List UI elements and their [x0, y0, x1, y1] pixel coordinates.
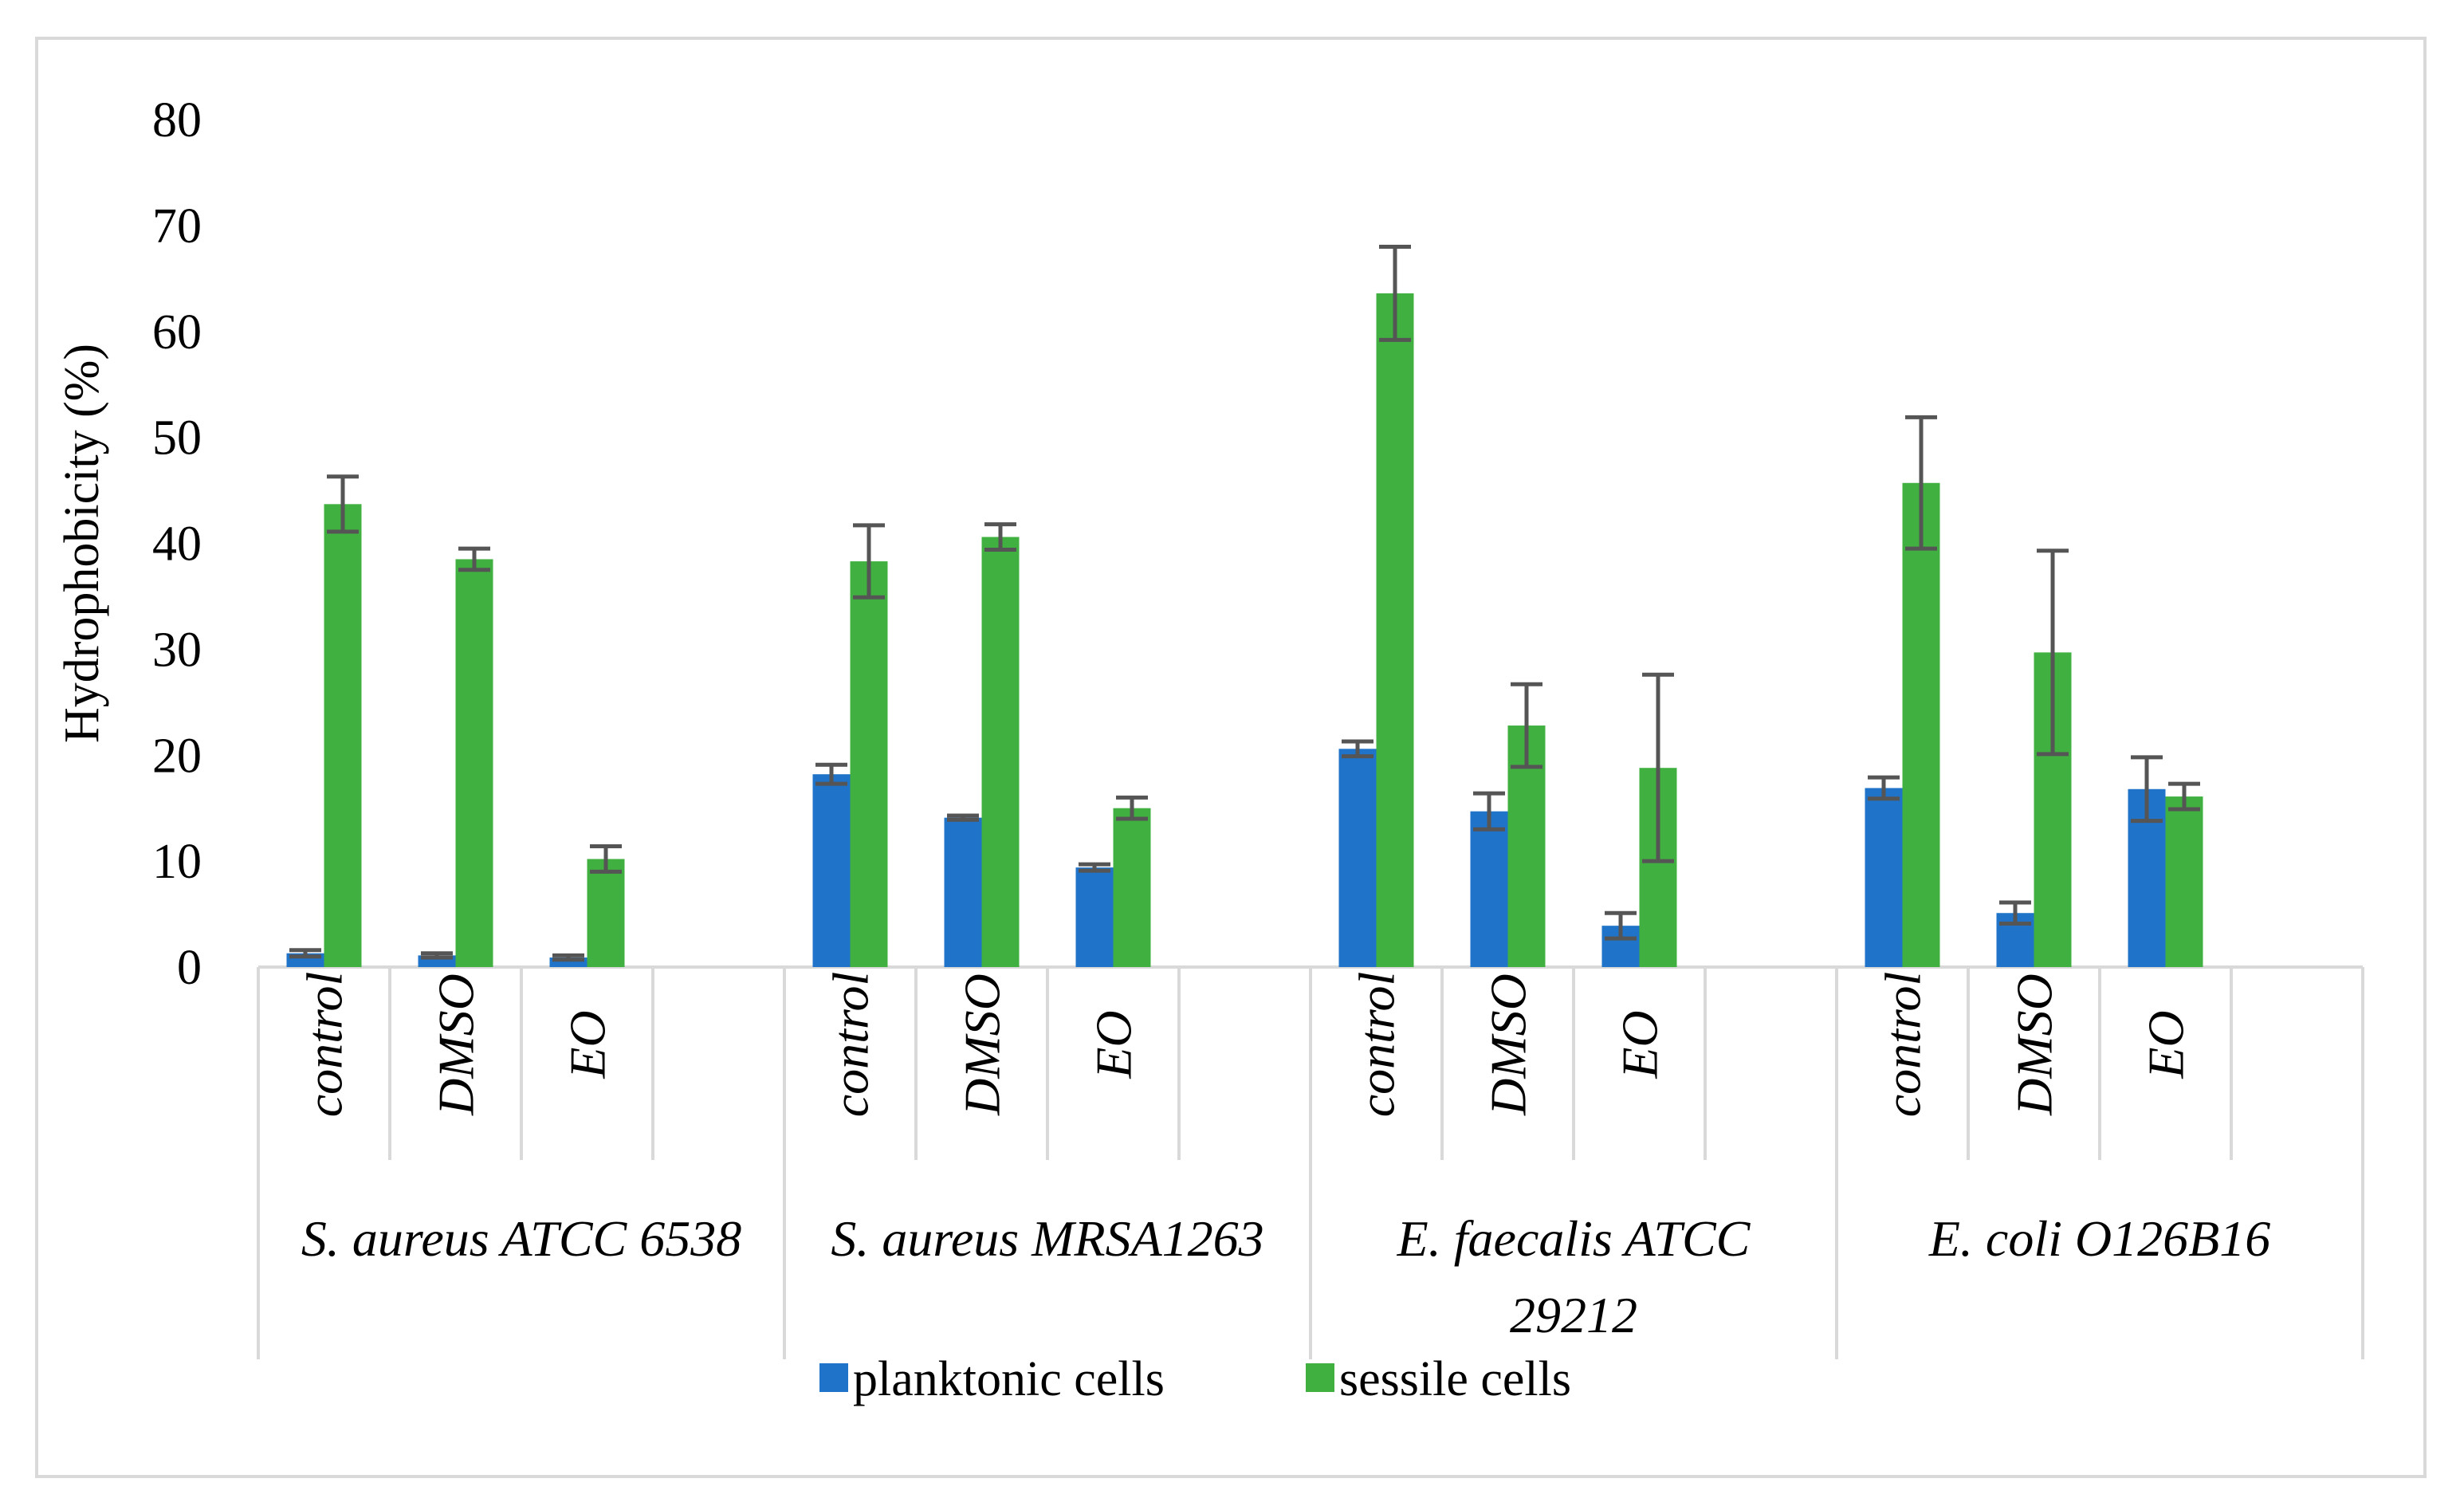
group-label: S. aureus MRSA1263 — [831, 1210, 1263, 1267]
bar-sessile — [1113, 808, 1151, 967]
bar-sessile — [587, 859, 625, 967]
bar-planktonic — [1075, 867, 1114, 967]
category-label: DMSO — [954, 973, 1011, 1116]
category-label: DMSO — [1480, 973, 1537, 1116]
y-tick-label: 40 — [152, 517, 202, 572]
chart-frame: Hydrophobicity (%) 0 10 20 30 40 50 60 70 80 contr… — [35, 37, 2427, 1478]
bar-sessile — [2165, 796, 2203, 967]
bar-planktonic — [1338, 749, 1377, 967]
bar-sessile — [1376, 293, 1414, 967]
group-label: 29212 — [1510, 1287, 1637, 1343]
y-tick-label: 70 — [152, 199, 202, 254]
category-label: control — [823, 972, 879, 1118]
bar-planktonic — [1865, 788, 1903, 967]
y-tick-label: 30 — [152, 623, 202, 677]
bar-sessile — [1902, 482, 1940, 967]
bar-planktonic — [812, 774, 851, 967]
bar-planktonic — [549, 957, 588, 967]
category-label: control — [1349, 972, 1405, 1118]
category-label: EO — [1612, 1010, 1668, 1079]
legend-label: planktonic cells — [853, 1352, 1165, 1406]
category-label: EO — [2138, 1010, 2195, 1079]
category-label: control — [297, 972, 353, 1118]
bar-sessile — [324, 504, 362, 967]
bar-sessile — [455, 559, 493, 967]
bar-planktonic — [1470, 811, 1508, 967]
legend-swatch-sessile — [1306, 1363, 1334, 1392]
group-label: E. faecalis ATCC — [1397, 1210, 1751, 1267]
group-label: E. coli O126B16 — [1928, 1210, 2270, 1267]
legend-swatch-planktonic — [819, 1363, 848, 1392]
hydrophobicity-bar-chart: Hydrophobicity (%) 0 10 20 30 40 50 60 70 80 contr… — [55, 93, 2364, 1406]
legend-label: sessile cells — [1339, 1352, 1571, 1406]
bar-sessile — [981, 537, 1020, 967]
y-tick-label: 80 — [152, 93, 202, 147]
y-tick-label: 60 — [152, 305, 202, 360]
y-tick-label: 20 — [152, 729, 202, 783]
category-label: EO — [1086, 1010, 1142, 1079]
bar-planktonic — [944, 817, 982, 967]
y-tick-label: 0 — [177, 941, 202, 995]
category-label: EO — [560, 1010, 616, 1079]
bar-sessile — [850, 561, 888, 967]
y-tick-label: 50 — [152, 411, 202, 466]
y-tick-label: 10 — [152, 835, 202, 889]
category-label: DMSO — [2006, 973, 2063, 1116]
category-label: control — [1875, 972, 1932, 1118]
y-axis-label: Hydrophobicity (%) — [55, 344, 109, 743]
group-label: S. aureus ATCC 6538 — [301, 1210, 741, 1267]
category-label: DMSO — [428, 973, 485, 1116]
